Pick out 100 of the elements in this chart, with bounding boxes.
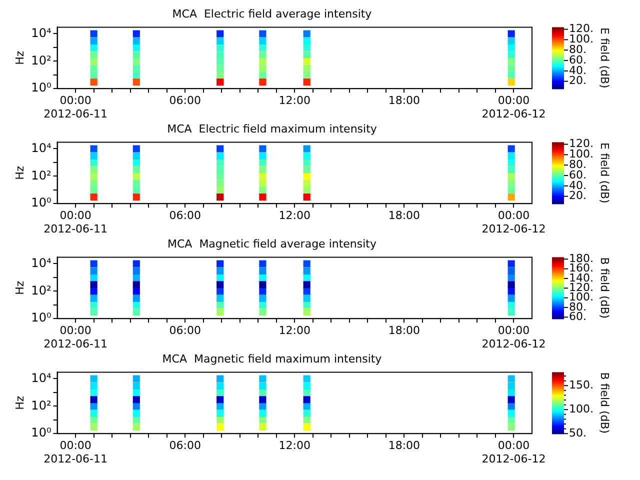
point (508, 416, 515, 424)
point (259, 308, 266, 316)
point (508, 30, 515, 38)
color-bar-label: 20. (569, 74, 586, 88)
y-tick-label: 10⁴ (31, 370, 52, 385)
point (508, 180, 515, 187)
point (90, 294, 98, 302)
point (216, 260, 224, 268)
x-tick-label: 06:00 (169, 209, 201, 222)
point (508, 288, 515, 295)
point (508, 424, 515, 431)
color-bar-label: 20. (569, 189, 586, 202)
point (216, 424, 224, 431)
x-tick-label: 06:00 (169, 94, 201, 108)
point (303, 180, 310, 187)
y-tick-label: 10⁰ (31, 80, 52, 95)
point (216, 158, 224, 166)
point (508, 166, 515, 174)
point (216, 172, 224, 180)
point (90, 30, 98, 38)
point (508, 194, 515, 201)
point (259, 294, 266, 302)
point (303, 78, 310, 86)
point (90, 424, 98, 431)
point (508, 396, 515, 404)
x-tick-label: 00:00 2012-06-12 (482, 439, 546, 466)
x-tick-label: 00:00 2012-06-12 (482, 94, 546, 120)
color-bar-label: 160. (569, 262, 594, 275)
point (303, 194, 310, 201)
point (259, 172, 266, 180)
point (132, 186, 140, 194)
point (259, 44, 266, 51)
point (216, 180, 224, 187)
x-tick-label: 12:00 (278, 439, 310, 452)
point (216, 64, 224, 72)
point (216, 186, 224, 194)
color-bar-label: 50. (569, 426, 586, 440)
point (303, 396, 310, 404)
point (216, 51, 224, 58)
chart-title: MCA Electric field maximum intensity (167, 122, 378, 136)
color-bar-label: 120. (569, 281, 594, 294)
x-tick-label: 00:00 2012-06-11 (44, 324, 108, 350)
point (132, 267, 140, 274)
point (303, 30, 310, 38)
point (216, 375, 224, 382)
y-tick-label: 10² (31, 398, 52, 412)
point (508, 388, 515, 396)
y-axis-title: Hz (13, 396, 26, 410)
point (259, 194, 266, 201)
point (216, 166, 224, 174)
point (216, 71, 224, 78)
color-bar-label: 120. (569, 22, 594, 36)
point (90, 260, 98, 268)
point (508, 375, 515, 382)
point (90, 166, 98, 174)
point (259, 410, 266, 417)
point (90, 51, 98, 58)
point (259, 78, 266, 86)
point (216, 267, 224, 274)
point (508, 186, 515, 194)
y-tick-label: 10⁴ (31, 256, 52, 270)
point (132, 145, 140, 152)
point (132, 194, 140, 201)
point (132, 180, 140, 187)
point (508, 382, 515, 390)
y-tick-label: 10² (31, 168, 52, 182)
point (216, 281, 224, 288)
point (303, 375, 310, 382)
x-tick-label: 12:00 (278, 94, 310, 108)
color-bar-label: 60. (569, 53, 586, 66)
point (216, 44, 224, 51)
point (508, 64, 515, 72)
point (508, 410, 515, 417)
point (259, 288, 266, 295)
point (90, 71, 98, 78)
point (132, 410, 140, 417)
color-bar-label: 150. (569, 378, 594, 392)
point (259, 71, 266, 78)
point (259, 58, 266, 65)
point (132, 44, 140, 51)
point (132, 274, 140, 281)
point (90, 402, 98, 410)
point (303, 44, 310, 51)
point (303, 267, 310, 274)
point (303, 186, 310, 194)
point (508, 402, 515, 410)
point (90, 416, 98, 424)
point (259, 402, 266, 410)
point (216, 301, 224, 308)
point (303, 158, 310, 166)
color-bar-title: B field (dB) (598, 257, 612, 319)
chart-title: MCA Electric field average intensity (172, 7, 372, 20)
point (216, 274, 224, 281)
point (508, 78, 515, 86)
point (132, 64, 140, 72)
point (508, 274, 515, 281)
point (508, 37, 515, 44)
point (216, 152, 224, 160)
point (259, 375, 266, 382)
y-tick-label: 10² (31, 53, 52, 68)
